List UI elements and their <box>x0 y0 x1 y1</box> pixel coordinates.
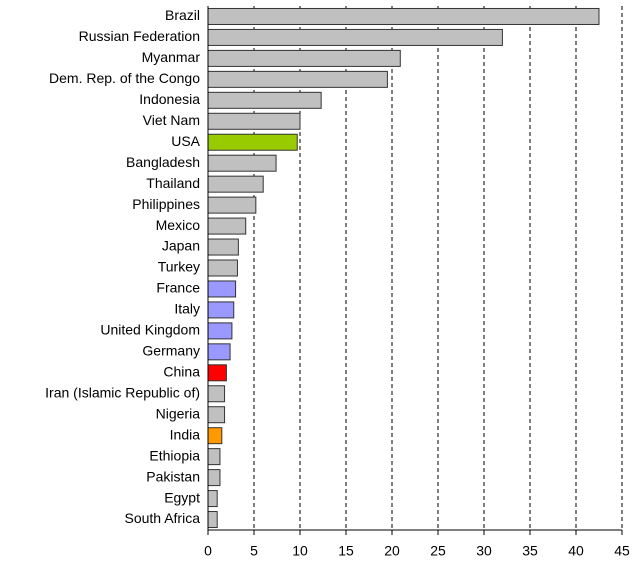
y-tick-label: Myanmar <box>142 49 201 65</box>
y-tick-label: India <box>170 426 201 442</box>
y-tick-label: Ethiopia <box>149 447 200 463</box>
y-tick-label: Japan <box>162 238 200 254</box>
x-tick-label: 30 <box>476 543 492 559</box>
bar <box>207 7 600 25</box>
bar <box>207 154 277 172</box>
bar <box>207 511 218 529</box>
y-tick-label: Indonesia <box>139 91 200 107</box>
y-tick-label: Dem. Rep. of the Congo <box>49 70 200 86</box>
bar <box>207 322 233 340</box>
y-tick-label: Russian Federation <box>79 28 200 44</box>
bar <box>207 259 238 277</box>
y-tick-label: South Africa <box>125 510 201 526</box>
bar <box>207 175 264 193</box>
bar <box>207 301 235 319</box>
x-tick-label: 45 <box>614 543 630 559</box>
y-tick-label: Viet Nam <box>143 112 200 128</box>
bar <box>207 364 227 382</box>
y-tick-label: Italy <box>174 301 200 317</box>
y-tick-label: Nigeria <box>156 405 201 421</box>
bar <box>207 91 322 109</box>
bar <box>207 427 223 445</box>
y-tick-label: Turkey <box>158 259 200 275</box>
bar <box>207 70 388 88</box>
bar <box>207 406 226 424</box>
y-tick-label: Thailand <box>146 175 200 191</box>
y-tick-label: China <box>163 364 200 380</box>
x-tick-label: 5 <box>250 543 258 559</box>
bar <box>207 448 221 466</box>
bar <box>207 385 226 403</box>
y-tick-label: Egypt <box>164 489 200 505</box>
x-tick-label: 15 <box>338 543 354 559</box>
y-tick-label: USA <box>171 133 200 149</box>
y-tick-label: Bangladesh <box>126 154 200 170</box>
bar <box>207 280 237 298</box>
x-tick-label: 20 <box>384 543 400 559</box>
bar <box>207 469 221 487</box>
y-tick-label: France <box>156 280 200 296</box>
bar <box>207 196 257 214</box>
bar <box>207 217 247 235</box>
x-tick-label: 25 <box>430 543 446 559</box>
bar <box>207 343 231 361</box>
y-tick-label: Pakistan <box>146 468 200 484</box>
y-tick-label: United Kingdom <box>100 322 200 338</box>
y-tick-label: Brazil <box>165 7 200 23</box>
x-tick-label: 40 <box>568 543 584 559</box>
bar <box>207 112 301 130</box>
y-tick-label: Germany <box>142 343 200 359</box>
x-tick-label: 0 <box>204 543 212 559</box>
y-tick-label: Philippines <box>132 196 200 212</box>
x-tick-label: 10 <box>292 543 308 559</box>
x-tick-label: 35 <box>522 543 538 559</box>
y-tick-label: Mexico <box>156 217 201 233</box>
y-tick-label: Iran (Islamic Republic of) <box>45 384 200 400</box>
bar <box>207 238 239 256</box>
bar <box>207 490 218 508</box>
bar <box>207 49 401 67</box>
bar <box>207 133 298 151</box>
bar <box>207 28 503 46</box>
